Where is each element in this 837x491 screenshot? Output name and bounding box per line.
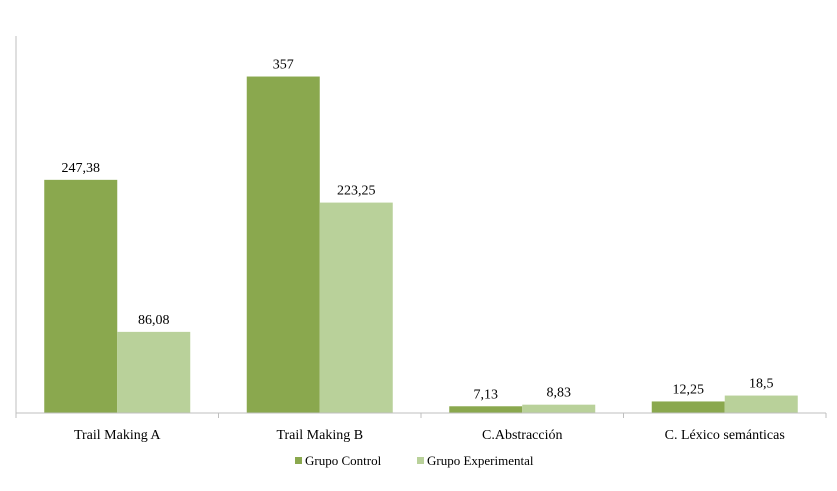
bar-control-1	[246, 76, 320, 413]
data-label-control-0: 247,38	[62, 161, 101, 176]
legend-label-control: Grupo Control	[305, 453, 382, 468]
data-label-experimental-0: 86,08	[138, 313, 170, 328]
bar-control-2	[449, 406, 523, 413]
bar-experimental-2	[522, 404, 596, 413]
x-tick-label-0: Trail Making A	[74, 428, 161, 443]
bar-control-3	[651, 401, 725, 413]
value-labels-layer: 247,38 86,08 357 223,25 7,13 8,83 12,25 18,5	[62, 58, 774, 403]
bars-layer	[44, 76, 798, 413]
data-label-control-1: 357	[273, 58, 294, 73]
data-label-experimental-3: 18,5	[749, 377, 774, 392]
legend-swatch-control	[295, 457, 302, 464]
data-label-control-3: 12,25	[673, 382, 705, 397]
bar-experimental-1	[319, 202, 393, 413]
x-tick-label-3: C. Léxico semánticas	[665, 428, 785, 443]
bar-experimental-0	[117, 331, 191, 413]
x-tick-labels: Trail Making A Trail Making B C.Abstracció…	[74, 428, 785, 443]
bar-experimental-3	[724, 395, 798, 413]
data-label-control-2: 7,13	[474, 387, 499, 402]
x-tick-marks	[15, 413, 827, 418]
legend: Grupo Control Grupo Experimental	[295, 453, 534, 468]
legend-label-experimental: Grupo Experimental	[427, 453, 534, 468]
bar-control-0	[44, 179, 118, 413]
data-label-experimental-1: 223,25	[337, 184, 376, 199]
data-label-experimental-2: 8,83	[547, 386, 572, 401]
x-tick-label-2: C.Abstracción	[482, 428, 562, 443]
legend-swatch-experimental	[417, 457, 424, 464]
x-tick-label-1: Trail Making B	[276, 428, 363, 443]
